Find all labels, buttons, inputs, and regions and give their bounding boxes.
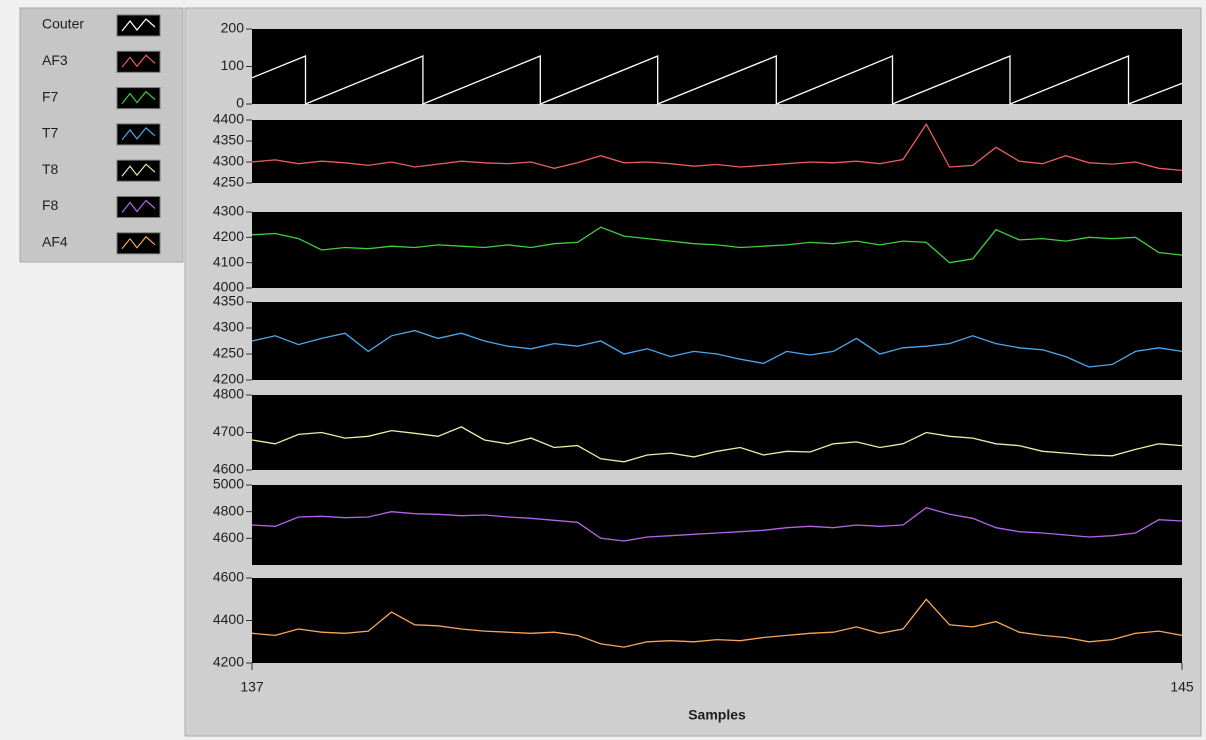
legend-label: Couter <box>42 16 84 32</box>
plot-area <box>252 212 1182 288</box>
legend-icon <box>121 199 156 213</box>
y-tick-label: 4350 <box>213 132 244 148</box>
legend-label: T8 <box>42 161 59 177</box>
y-tick-label: 4350 <box>213 293 244 309</box>
legend-icon <box>121 163 156 177</box>
x-tick-label: 145 <box>1170 679 1194 695</box>
plot-area <box>252 395 1182 470</box>
y-tick-label: 4600 <box>213 461 244 477</box>
y-tick-label: 4400 <box>213 611 244 627</box>
legend-swatch <box>116 232 161 255</box>
y-tick-label: 0 <box>236 95 244 111</box>
y-tick-label: 4000 <box>213 279 244 295</box>
legend-icon <box>121 54 156 68</box>
y-tick-label: 4100 <box>213 253 244 269</box>
x-axis-label: Samples <box>688 707 746 723</box>
y-tick-label: 5000 <box>213 476 244 492</box>
y-tick-label: 4250 <box>213 345 244 361</box>
y-tick-label: 4250 <box>213 174 244 190</box>
y-tick-label: 4400 <box>213 111 244 127</box>
plot-area <box>252 578 1182 663</box>
y-tick-label: 4700 <box>213 423 244 439</box>
plot-area <box>252 302 1182 380</box>
y-tick-label: 4200 <box>213 228 244 244</box>
plot-area <box>252 485 1182 565</box>
legend-icon <box>121 18 156 32</box>
plot-area <box>252 29 1182 104</box>
y-tick-label: 4600 <box>213 569 244 585</box>
legend-swatch <box>116 14 161 37</box>
legend-icon <box>121 127 156 141</box>
series-line <box>251 329 1183 368</box>
plot-area <box>252 120 1182 183</box>
legend-swatch <box>116 159 161 182</box>
y-tick-label: 4800 <box>213 386 244 402</box>
legend-swatch <box>116 123 161 146</box>
y-tick-label: 4200 <box>213 654 244 670</box>
y-tick-label: 4300 <box>213 153 244 169</box>
legend-label: T7 <box>42 125 59 141</box>
legend-icon <box>121 235 156 250</box>
series-line <box>251 426 1183 463</box>
y-tick-label: 4600 <box>213 529 244 545</box>
y-tick-label: 200 <box>221 20 245 36</box>
y-tick-label: 4300 <box>213 203 244 219</box>
series-line <box>251 55 1183 105</box>
legend-swatch <box>116 87 161 110</box>
series-line <box>251 506 1183 542</box>
legend-swatch <box>116 50 161 73</box>
y-tick-label: 4200 <box>213 371 244 387</box>
charts: 0 100 200 Couter 4250 4300 4350 4400 AF3 4000 4100… <box>42 14 1194 723</box>
legend-label: AF4 <box>42 234 68 250</box>
series-line <box>251 598 1183 648</box>
series-line <box>251 122 1183 172</box>
legend-icon <box>121 90 156 104</box>
legend-swatch <box>116 196 161 218</box>
y-tick-label: 4800 <box>213 502 244 518</box>
legend-label: AF3 <box>42 52 68 68</box>
legend-label: F7 <box>42 88 59 104</box>
y-tick-label: 4300 <box>213 319 244 335</box>
series-line <box>251 226 1183 264</box>
x-tick-label: 137 <box>240 679 264 695</box>
legend-label: F8 <box>42 197 59 213</box>
y-tick-label: 100 <box>221 57 245 73</box>
